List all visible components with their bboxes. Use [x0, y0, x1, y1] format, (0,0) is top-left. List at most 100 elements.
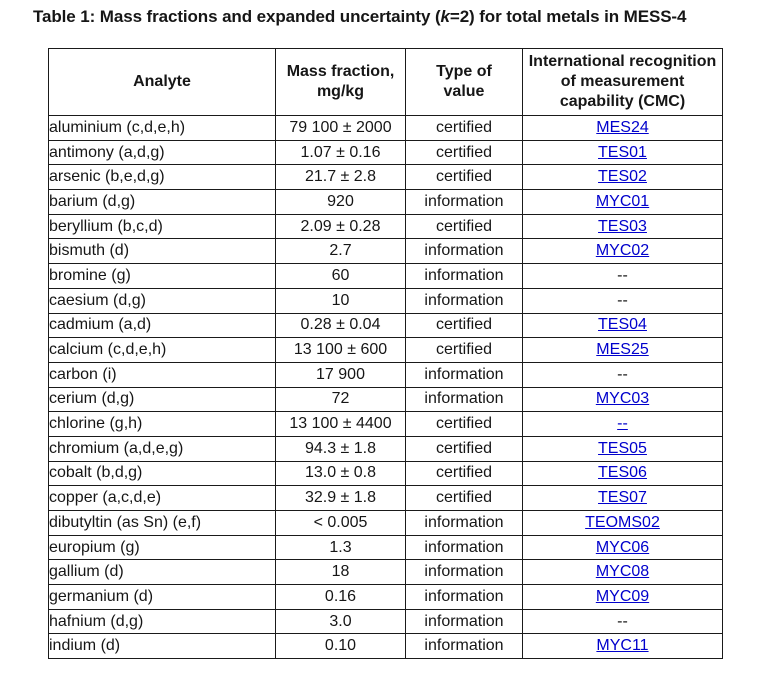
table-row: aluminium (c,d,e,h) 79 100 ± 2000 certifie…: [48, 115, 723, 141]
type-of-value-cell: certified: [405, 115, 523, 141]
mass-fraction-cell: 21.7 ± 2.8: [275, 164, 406, 191]
mass-fraction-cell: 1.3: [275, 534, 406, 561]
analyte-cell: cerium (d,g): [48, 386, 276, 413]
type-of-value-cell: certified: [405, 337, 523, 363]
cmc-cell: TEOMS02: [522, 510, 723, 536]
cmc-cell: TES07: [522, 485, 723, 511]
analyte-cell: caesium (d,g): [48, 287, 276, 314]
mass-fraction-cell: 72: [275, 386, 406, 413]
analyte-cell: indium (d): [48, 633, 276, 660]
cmc-link[interactable]: TES04: [598, 316, 647, 334]
mass-fraction-cell: 79 100 ± 2000: [275, 115, 406, 141]
cmc-link[interactable]: MYC06: [595, 538, 650, 556]
cmc-link[interactable]: MYC08: [595, 563, 650, 581]
mass-fraction-cell: 0.28 ± 0.04: [275, 312, 406, 339]
cmc-link[interactable]: TES02: [598, 168, 647, 186]
analyte-cell: chromium (a,d,e,g): [48, 435, 276, 462]
table-row: beryllium (b,c,d) 2.09 ± 0.28 certified TES…: [48, 213, 723, 240]
cmc-cell-empty: --: [522, 608, 723, 635]
mass-fraction-cell: 10: [275, 287, 406, 314]
table-row: antimony (a,d,g) 1.07 ± 0.16 certified TES0…: [48, 139, 723, 166]
cmc-cell: MYC02: [522, 238, 723, 265]
analyte-cell: bismuth (d): [48, 238, 276, 265]
cmc-link[interactable]: MYC02: [595, 242, 650, 260]
type-of-value-cell: certified: [405, 139, 523, 166]
type-of-value-cell: certified: [405, 164, 523, 191]
cmc-link[interactable]: TES01: [598, 143, 647, 161]
table-row: chromium (a,d,e,g) 94.3 ± 1.8 certified TES…: [48, 435, 723, 462]
cmc-link[interactable]: --: [617, 415, 628, 433]
type-of-value-cell: certified: [405, 485, 523, 511]
analyte-cell: carbon (i): [48, 361, 276, 388]
type-of-value-cell: information: [405, 361, 523, 388]
analyte-cell: cadmium (a,d): [48, 312, 276, 339]
column-header-analyte: Analyte: [48, 48, 276, 116]
cmc-link[interactable]: MYC03: [595, 390, 650, 408]
cmc-link[interactable]: TES03: [598, 217, 647, 235]
cmc-cell: TES01: [522, 139, 723, 166]
cmc-cell-empty: --: [522, 287, 723, 314]
type-of-value-cell: information: [405, 386, 523, 413]
type-of-value-cell: information: [405, 559, 523, 586]
cmc-cell-empty: --: [522, 263, 723, 289]
title-k-italic: k: [440, 7, 450, 26]
analyte-cell: beryllium (b,c,d): [48, 213, 276, 240]
table-row: gallium (d) 18 information MYC08: [48, 559, 723, 586]
cmc-link[interactable]: TES06: [598, 464, 647, 482]
type-of-value-cell: certified: [405, 435, 523, 462]
cmc-link[interactable]: MES25: [596, 341, 649, 359]
table-header: Analyte Mass fraction, mg/kg Type of val…: [48, 48, 723, 116]
cmc-cell: MES24: [522, 115, 723, 141]
analyte-cell: gallium (d): [48, 559, 276, 586]
analyte-cell: copper (a,c,d,e): [48, 485, 276, 511]
cmc-cell: MYC03: [522, 386, 723, 413]
mass-fraction-cell: 18: [275, 559, 406, 586]
analyte-cell: hafnium (d,g): [48, 608, 276, 635]
mass-fraction-cell: 0.16: [275, 584, 406, 610]
table-row: germanium (d) 0.16 information MYC09: [48, 584, 723, 610]
table-row: bismuth (d) 2.7 information MYC02: [48, 238, 723, 265]
cmc-cell: MYC06: [522, 534, 723, 561]
table-row: hafnium (d,g) 3.0 information --: [48, 608, 723, 635]
table-row: carbon (i) 17 900 information --: [48, 361, 723, 388]
type-of-value-cell: information: [405, 534, 523, 561]
table-row: bromine (g) 60 information --: [48, 263, 723, 289]
cmc-link[interactable]: TES07: [598, 489, 647, 507]
type-of-value-cell: information: [405, 608, 523, 635]
analyte-cell: aluminium (c,d,e,h): [48, 115, 276, 141]
cmc-link[interactable]: MES24: [596, 118, 649, 136]
table-row: calcium (c,d,e,h) 13 100 ± 600 certified ME…: [48, 337, 723, 363]
title-text-suffix: =2) for total metals in MESS-4: [449, 7, 687, 26]
mass-fraction-cell: 2.09 ± 0.28: [275, 213, 406, 240]
cmc-link[interactable]: MYC09: [595, 587, 650, 605]
cmc-link[interactable]: MYC11: [596, 637, 649, 655]
analyte-cell: germanium (d): [48, 584, 276, 610]
table-row: arsenic (b,e,d,g) 21.7 ± 2.8 certified TES0…: [48, 164, 723, 191]
analyte-cell: bromine (g): [48, 263, 276, 289]
column-header-cmc: International recognition of measurement…: [522, 48, 723, 116]
table-row: cobalt (b,d,g) 13.0 ± 0.8 certified TES06: [48, 460, 723, 487]
table-body: aluminium (c,d,e,h) 79 100 ± 2000 certifie…: [48, 115, 723, 660]
cmc-link[interactable]: MYC01: [595, 192, 650, 210]
mass-fraction-cell: 920: [275, 189, 406, 215]
column-header-type-of-value: Type of value: [405, 48, 523, 116]
cmc-cell: MYC08: [522, 559, 723, 586]
type-of-value-cell: certified: [405, 460, 523, 487]
cmc-cell: TES04: [522, 312, 723, 339]
type-of-value-cell: information: [405, 238, 523, 265]
mass-fraction-cell: 13 100 ± 4400: [275, 411, 406, 437]
column-header-mass-fraction: Mass fraction, mg/kg: [275, 48, 406, 116]
type-of-value-cell: information: [405, 510, 523, 536]
mass-fraction-cell: 13 100 ± 600: [275, 337, 406, 363]
table-row: cerium (d,g) 72 information MYC03: [48, 386, 723, 413]
cmc-link[interactable]: TEOMS02: [585, 513, 660, 531]
analyte-cell: cobalt (b,d,g): [48, 460, 276, 487]
mass-fraction-cell: 17 900: [275, 361, 406, 388]
analyte-cell: barium (d,g): [48, 189, 276, 215]
cmc-cell: MYC11: [522, 633, 723, 660]
table-row: dibutyltin (as Sn) (e,f) < 0.005 informati…: [48, 510, 723, 536]
analyte-cell: chlorine (g,h): [48, 411, 276, 437]
mass-fraction-cell: 2.7: [275, 238, 406, 265]
cmc-link[interactable]: TES05: [598, 439, 647, 457]
